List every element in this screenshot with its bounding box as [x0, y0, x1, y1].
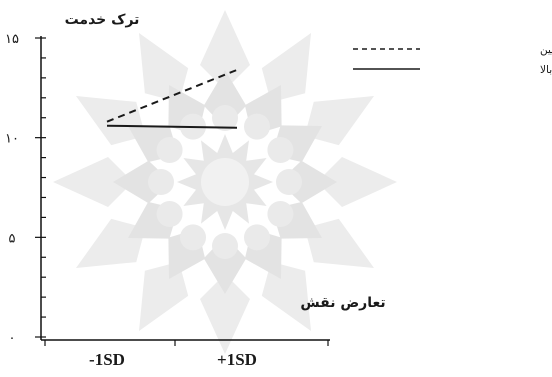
y-tick-label: ۱۰ [5, 132, 19, 147]
y-tick-label: ۱۵ [5, 32, 19, 47]
y-tick-label: ۰ [9, 331, 16, 346]
rosette-petal [276, 169, 302, 195]
rosette-petal [267, 201, 293, 227]
rosette-petal [244, 114, 270, 140]
rosette-petal [267, 137, 293, 163]
y-tick-label: ۵ [9, 231, 16, 246]
x-tick-label: +1SD [217, 350, 257, 369]
legend-label: نیاز به قدرت پایین [540, 44, 552, 56]
x-tick-label: -1SD [89, 350, 125, 369]
rosette-petal [244, 224, 270, 250]
rosette-petal [148, 169, 174, 195]
rosette-petal [212, 233, 238, 259]
x-axis-title: تعارض نقش [300, 295, 385, 311]
rosette-core [201, 158, 249, 206]
rosette-petal [180, 224, 206, 250]
rosette-petal [157, 201, 183, 227]
legend-label: نیاز به قدرت بالا [540, 64, 552, 76]
rosette-petal [157, 137, 183, 163]
legend: نیاز به قدرت پایین نیاز به قدرت بالا [353, 44, 552, 76]
y-axis-title: ترک خدمت [65, 12, 140, 28]
